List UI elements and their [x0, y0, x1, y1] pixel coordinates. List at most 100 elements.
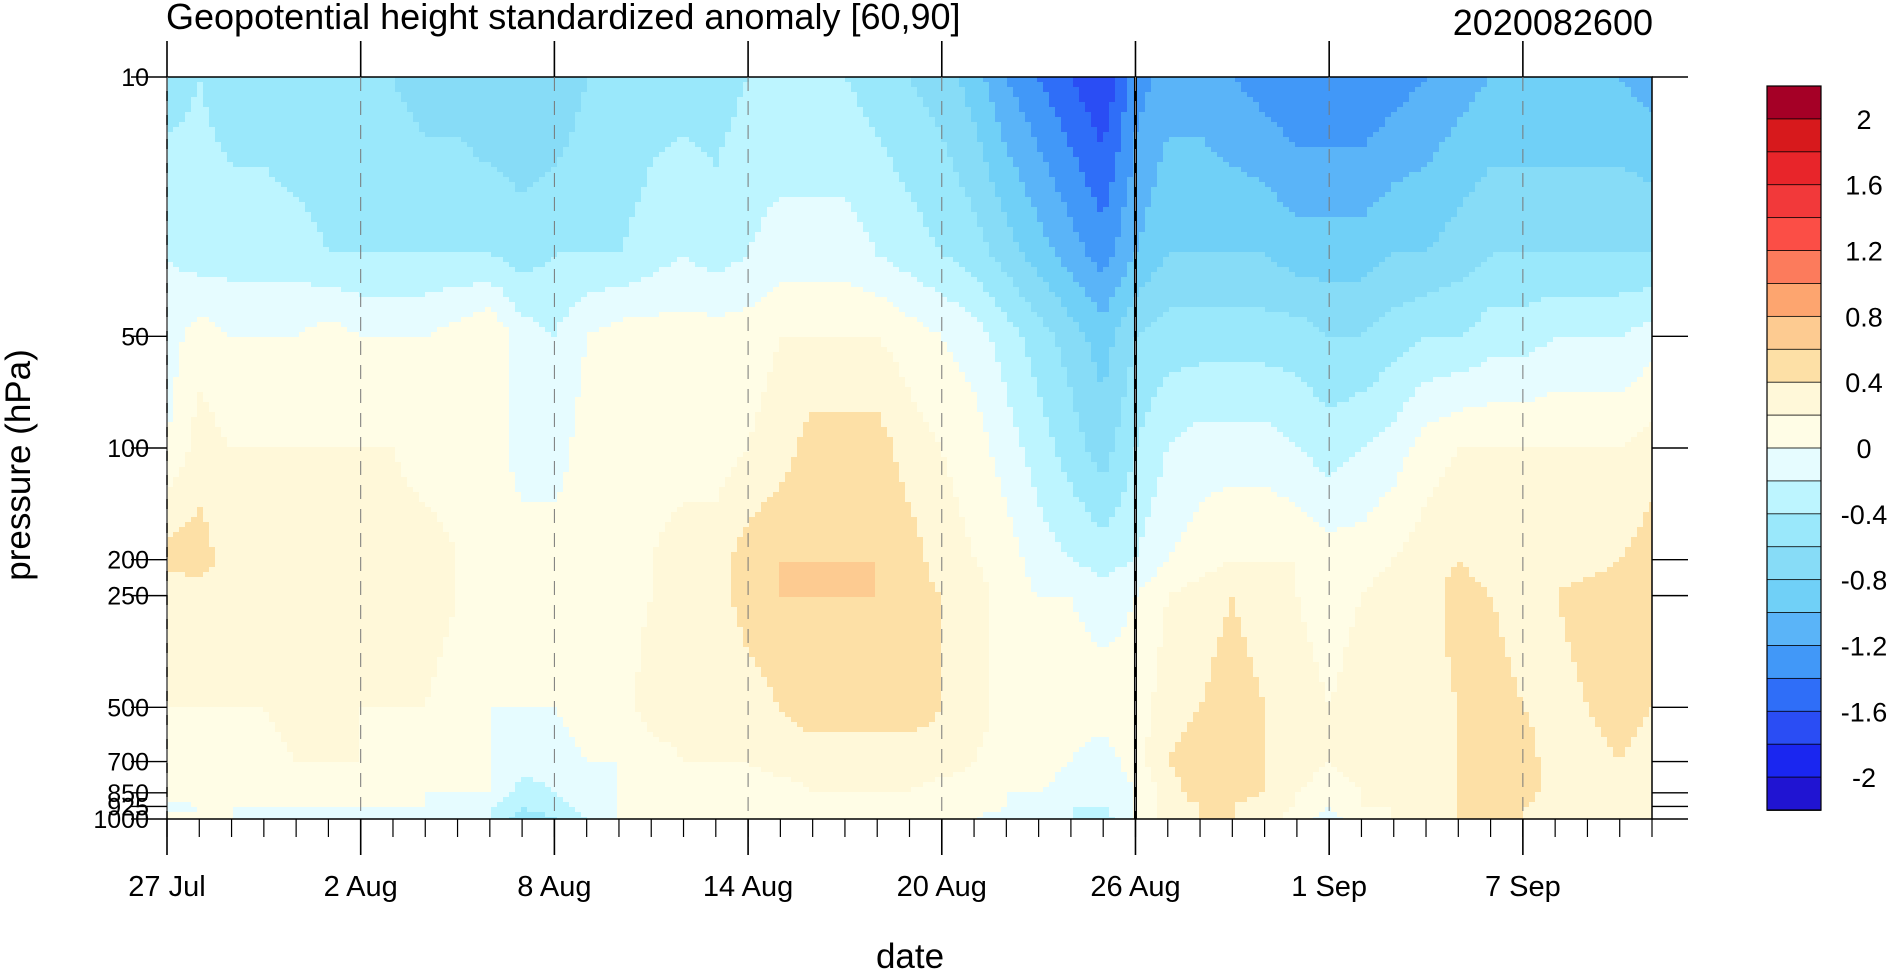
contour-cell	[1223, 147, 1230, 153]
contour-cell	[1565, 82, 1572, 88]
contour-cell	[1001, 102, 1008, 108]
contour-cell	[1139, 157, 1146, 163]
contour-cell	[797, 142, 804, 148]
contour-cell	[413, 82, 420, 88]
contour-cell	[401, 172, 408, 178]
contour-cell	[929, 127, 936, 133]
contour-cell	[1445, 157, 1452, 163]
contour-cell	[1397, 107, 1404, 113]
contour-cell	[1109, 142, 1116, 148]
contour-cell	[647, 97, 654, 103]
contour-cell	[953, 162, 960, 168]
contour-cell	[659, 167, 666, 173]
contour-cell	[941, 92, 948, 98]
contour-cell	[293, 87, 300, 93]
contour-cell	[1385, 122, 1392, 128]
contour-cell	[701, 157, 708, 163]
contour-cell	[629, 162, 636, 168]
contour-cell	[329, 102, 336, 108]
contour-cell	[263, 87, 270, 93]
contour-cell	[779, 122, 786, 128]
contour-cell	[869, 102, 876, 108]
contour-cell	[167, 82, 174, 88]
contour-cell	[1331, 162, 1338, 168]
contour-cell	[1187, 147, 1194, 153]
contour-cell	[353, 132, 360, 138]
contour-cell	[485, 167, 492, 173]
contour-cell	[395, 117, 402, 123]
contour-cell	[1409, 137, 1416, 143]
contour-cell	[1139, 137, 1146, 143]
contour-cell	[197, 157, 204, 163]
contour-cell	[1073, 97, 1080, 103]
contour-cell	[1421, 97, 1428, 103]
contour-cell	[875, 172, 882, 178]
contour-cell	[1115, 82, 1122, 88]
contour-cell	[857, 152, 864, 158]
contour-cell	[659, 92, 666, 98]
contour-cell	[713, 112, 720, 118]
contour-cell	[1637, 147, 1644, 153]
contour-cell	[833, 142, 840, 148]
contour-cell	[1313, 132, 1320, 138]
contour-cell	[1499, 92, 1506, 98]
contour-cell	[827, 107, 834, 113]
contour-cell	[1163, 117, 1170, 123]
contour-cell	[617, 147, 624, 153]
contour-cell	[569, 152, 576, 158]
contour-cell	[641, 112, 648, 118]
contour-cell	[1481, 137, 1488, 143]
contour-cell	[689, 122, 696, 128]
contour-cell	[989, 142, 996, 148]
contour-cell	[557, 117, 564, 123]
contour-cell	[1535, 87, 1542, 93]
contour-cell	[461, 97, 468, 103]
contour-cell	[191, 172, 198, 178]
contour-cell	[1217, 152, 1224, 158]
contour-cell	[1517, 97, 1524, 103]
contour-cell	[779, 127, 786, 133]
contour-cell	[1109, 122, 1116, 128]
contour-cell	[287, 177, 294, 183]
contour-cell	[731, 167, 738, 173]
contour-cell	[1379, 117, 1386, 123]
contour-cell	[1535, 82, 1542, 88]
contour-cell	[431, 82, 438, 88]
contour-cell	[767, 97, 774, 103]
contour-cell	[629, 117, 636, 123]
contour-cell	[1049, 157, 1056, 163]
contour-cell	[1607, 117, 1614, 123]
contour-cell	[215, 127, 222, 133]
contour-cell	[221, 167, 228, 173]
contour-cell	[1325, 157, 1332, 163]
contour-cell	[467, 92, 474, 98]
contour-cell	[1553, 152, 1560, 158]
contour-cell	[1619, 132, 1626, 138]
contour-cell	[617, 127, 624, 133]
contour-cell	[695, 132, 702, 138]
contour-cell	[1583, 107, 1590, 113]
contour-cell	[587, 147, 594, 153]
contour-cell	[1433, 142, 1440, 148]
contour-cell	[329, 92, 336, 98]
contour-cell	[1199, 127, 1206, 133]
contour-cell	[485, 102, 492, 108]
contour-cell	[269, 162, 276, 168]
contour-cell	[761, 167, 768, 173]
contour-cell	[743, 117, 750, 123]
contour-cell	[233, 87, 240, 93]
contour-cell	[767, 132, 774, 138]
contour-cell	[905, 147, 912, 153]
contour-cell	[1637, 82, 1644, 88]
contour-cell	[1043, 157, 1050, 163]
contour-cell	[791, 167, 798, 173]
contour-cell	[629, 147, 636, 153]
contour-cell	[1649, 112, 1653, 118]
contour-cell	[665, 112, 672, 118]
contour-cell	[1415, 77, 1422, 83]
contour-cell	[1199, 77, 1206, 83]
contour-cell	[527, 92, 534, 98]
contour-cell	[989, 172, 996, 178]
contour-cell	[641, 102, 648, 108]
contour-cell	[1241, 152, 1248, 158]
